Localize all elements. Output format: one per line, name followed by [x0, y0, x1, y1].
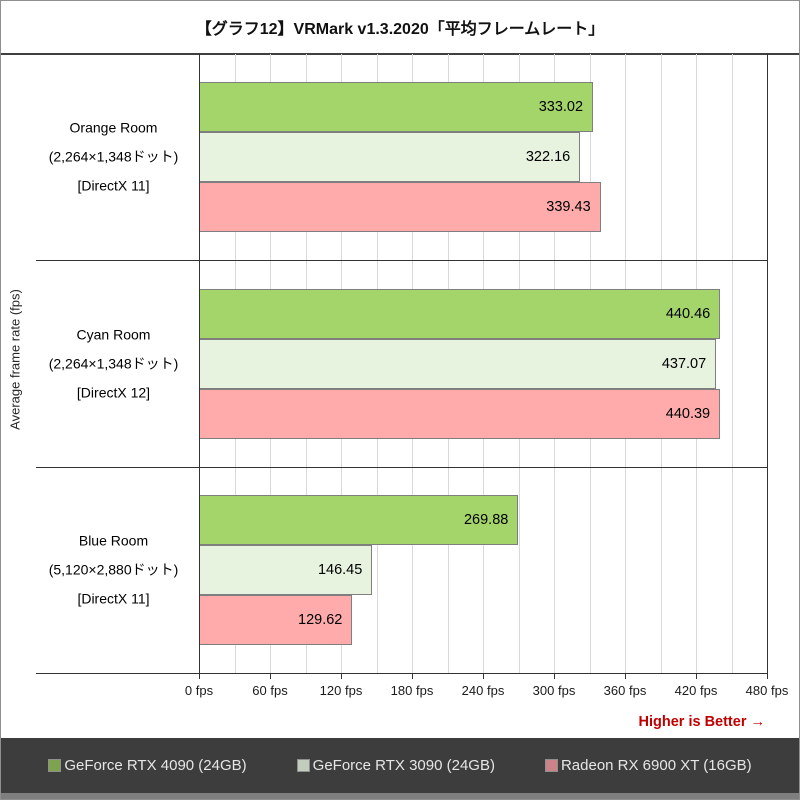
bar-value-label: 333.02 — [538, 99, 584, 116]
plot-right-border — [767, 54, 768, 673]
x-axis-tick — [767, 673, 768, 679]
x-axis-tick — [554, 673, 555, 679]
legend-label: GeForce RTX 4090 (24GB) — [64, 757, 247, 774]
x-axis-tick — [696, 673, 697, 679]
bar-geforce-rtx-4090-24gb-: 333.02 — [199, 82, 594, 133]
x-axis-tick-label: 240 fps — [461, 683, 505, 698]
legend: GeForce RTX 4090 (24GB) GeForce RTX 3090 … — [1, 738, 799, 793]
x-axis-line — [36, 673, 767, 674]
bar-value-label: 146.45 — [317, 561, 363, 578]
value-axis-line — [199, 54, 200, 673]
bar-geforce-rtx-3090-24gb-: 146.45 — [199, 544, 373, 595]
legend-item: GeForce RTX 4090 (24GB) — [48, 757, 247, 774]
category-label-line: [DirectX 11] — [77, 177, 150, 194]
category-label-line: Blue Room — [78, 532, 149, 549]
category-separator — [36, 466, 767, 468]
bar-value-label: 440.46 — [665, 305, 711, 322]
x-axis-tick — [483, 673, 484, 679]
legend-label: GeForce RTX 3090 (24GB) — [312, 757, 495, 774]
bar-geforce-rtx-4090-24gb-: 440.46 — [199, 288, 721, 339]
x-axis-tick — [199, 673, 200, 679]
category-label-line: (2,264×1,348ドット) — [48, 148, 179, 165]
category-label: Blue Room (5,120×2,880ドット) [DirectX 11] — [31, 526, 196, 613]
x-axis-tick-label: 0 fps — [184, 683, 214, 698]
category-separator — [36, 260, 767, 262]
x-axis-tick — [270, 673, 271, 679]
x-axis-tick-label: 480 fps — [745, 683, 789, 698]
chart-title: 【グラフ12】VRMark v1.3.2020「平均フレームレート」 — [195, 21, 605, 38]
legend-item: GeForce RTX 3090 (24GB) — [296, 757, 495, 774]
legend-label: Radeon RX 6900 XT (16GB) — [560, 757, 752, 774]
bar-value-label: 339.43 — [546, 199, 591, 216]
x-axis-tick-label: 60 fps — [252, 683, 288, 698]
bar-radeon-rx-6900-xt-16gb-: 129.62 — [199, 594, 353, 645]
bar-value-label: 322.16 — [525, 149, 571, 166]
bar-value-label: 269.88 — [463, 511, 509, 528]
y-axis-title: Average frame rate (fps) — [7, 289, 23, 430]
bar-geforce-rtx-4090-24gb-: 269.88 — [199, 494, 519, 545]
x-axis-tick-label: 180 fps — [390, 683, 434, 698]
x-axis-tick-label: 420 fps — [674, 683, 718, 698]
higher-is-better-note: Higher is Better → — [638, 714, 766, 730]
bar-value-label: 437.07 — [661, 355, 707, 372]
x-axis-tick-label: 360 fps — [603, 683, 647, 698]
bar-value-label: 129.62 — [298, 611, 343, 628]
bar-value-label: 440.39 — [665, 405, 711, 422]
category-label-line: (2,264×1,348ドット) — [48, 355, 179, 371]
legend-swatch-icon — [48, 759, 62, 772]
legend-swatch-icon — [296, 759, 310, 772]
category-label-line: [DirectX 11] — [77, 590, 150, 607]
category-label-line: [DirectX 12] — [76, 384, 151, 400]
legend-swatch-icon — [544, 759, 558, 772]
category-label: Cyan Room (2,264×1,348ドット) [DirectX 12] — [31, 320, 196, 407]
title-divider — [1, 53, 799, 55]
category-label-line: (5,120×2,880ドット) — [48, 561, 179, 578]
bar-radeon-rx-6900-xt-16gb-: 440.39 — [199, 388, 721, 439]
bar-geforce-rtx-3090-24gb-: 322.16 — [199, 132, 581, 183]
x-axis-tick-label: 120 fps — [319, 683, 363, 698]
bar-radeon-rx-6900-xt-16gb-: 339.43 — [199, 182, 601, 233]
x-axis-tick — [625, 673, 626, 679]
bar-geforce-rtx-3090-24gb-: 437.07 — [199, 338, 717, 389]
category-label-line: Cyan Room — [76, 326, 151, 342]
x-axis-tick — [341, 673, 342, 679]
gridline-450fps — [731, 54, 733, 673]
legend-item: Radeon RX 6900 XT (16GB) — [544, 757, 752, 774]
category-label-line: Orange Room — [69, 119, 158, 136]
category-label: Orange Room (2,264×1,348ドット) [DirectX 11] — [31, 114, 196, 201]
bottom-strip — [1, 793, 799, 799]
x-axis-tick — [412, 673, 413, 679]
x-axis-tick-label: 300 fps — [532, 683, 576, 698]
